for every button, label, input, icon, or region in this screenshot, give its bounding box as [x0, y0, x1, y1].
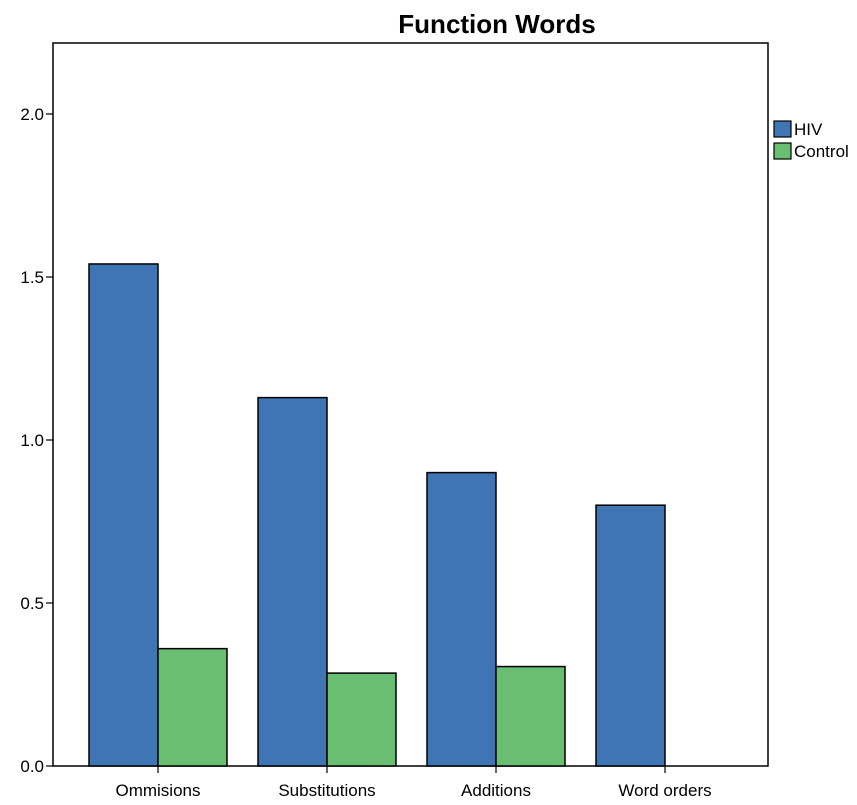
x-category-label: Additions: [461, 781, 531, 800]
bar-control-1: [158, 649, 227, 766]
bar-hiv-1: [89, 264, 158, 766]
bar-hiv-2: [258, 398, 327, 766]
bar-hiv-4: [596, 505, 665, 766]
x-axis: Ommisions Substitutions Additions Word orde…: [115, 766, 711, 800]
legend-swatch-control: [774, 143, 791, 159]
x-category-label: Ommisions: [115, 781, 200, 800]
y-axis: 0.0 0.5 1.0 1.5 2.0: [20, 105, 53, 776]
y-tick-label: 2.0: [20, 105, 44, 124]
y-tick-label: 1.0: [20, 431, 44, 450]
x-category-label: Substitutions: [278, 781, 375, 800]
legend-label-hiv: HIV: [794, 120, 823, 139]
y-tick-label: 1.5: [20, 268, 44, 287]
y-tick-label: 0.0: [20, 757, 44, 776]
bar-control-2: [327, 673, 396, 766]
legend: HIV Control: [774, 120, 849, 161]
legend-label-control: Control: [794, 142, 849, 161]
bar-control-3: [496, 667, 565, 766]
bar-hiv-3: [427, 473, 496, 766]
legend-swatch-hiv: [774, 121, 791, 137]
x-category-label: Word orders: [618, 781, 711, 800]
y-tick-label: 0.5: [20, 594, 44, 613]
chart-title: Function Words: [398, 9, 595, 39]
bars: [89, 264, 665, 766]
